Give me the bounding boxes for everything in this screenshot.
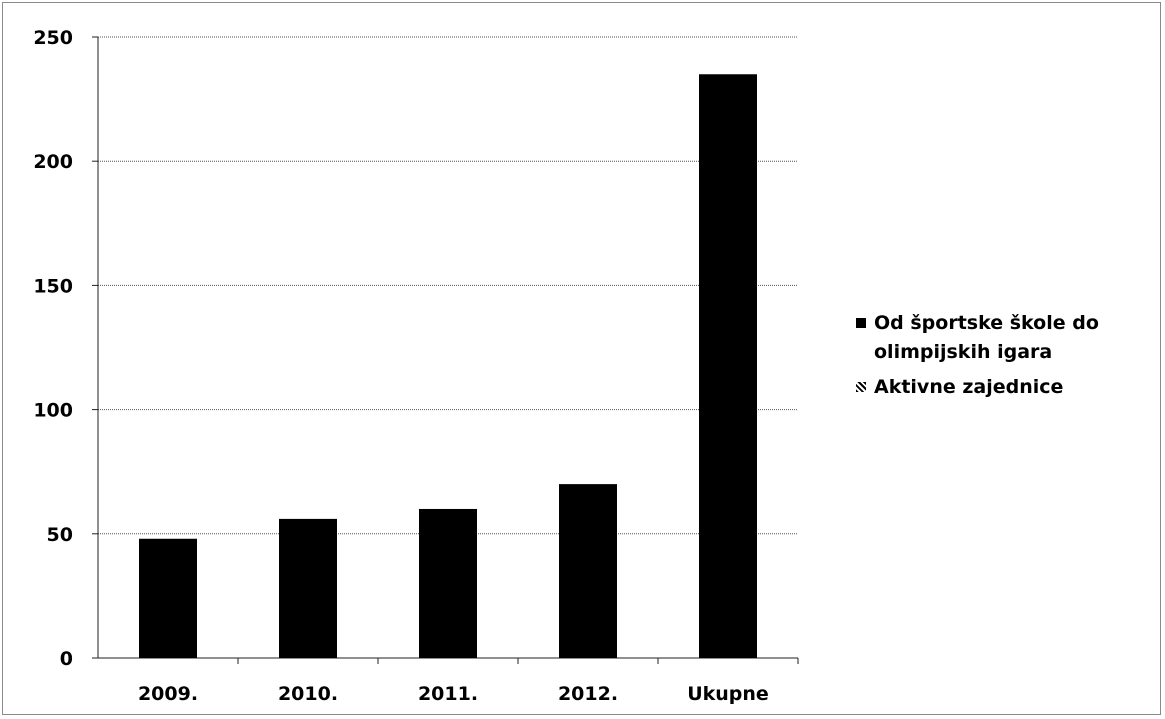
y-tick-labels: 0 50 100 150 200 250: [33, 27, 73, 670]
bar-2012: [559, 484, 617, 658]
legend-label-series-1: Od športske škole do olimpijskih igara: [874, 312, 1099, 363]
y-tick-label: 0: [60, 648, 73, 670]
legend-swatch-series-1: [856, 318, 866, 328]
x-tick-label: 2010.: [278, 683, 338, 705]
gridlines: [98, 36, 798, 535]
legend: Od športske škole do olimpijskih igara A…: [856, 309, 1156, 408]
x-tick-label: Ukupne: [687, 683, 769, 705]
x-tick-label: 2011.: [418, 683, 478, 705]
x-tick-label: 2009.: [138, 683, 198, 705]
bars: [139, 74, 757, 658]
y-tick-label: 200: [33, 151, 73, 173]
legend-item-series-1: Od športske škole do olimpijskih igara: [856, 309, 1156, 367]
bar-chart: 0 50 100 150 200 250 2009. 2010. 2011. 2012. Ukup…: [33, 27, 799, 705]
legend-item-series-2: Aktivne zajednice: [856, 373, 1156, 402]
y-tick-label: 100: [33, 400, 73, 422]
bar-ukupne: [699, 74, 757, 658]
bar-2009: [139, 538, 197, 658]
y-tick-label: 50: [47, 524, 73, 546]
legend-swatch-series-2: [856, 382, 866, 392]
legend-label-series-2: Aktivne zajednice: [874, 376, 1064, 398]
y-tick-label: 150: [33, 275, 73, 297]
x-tick-label: 2012.: [558, 683, 618, 705]
y-tick-label: 250: [33, 27, 73, 49]
x-tick-labels: 2009. 2010. 2011. 2012. Ukupne: [138, 683, 769, 705]
bar-2011: [419, 508, 477, 658]
bar-2010: [279, 518, 337, 658]
